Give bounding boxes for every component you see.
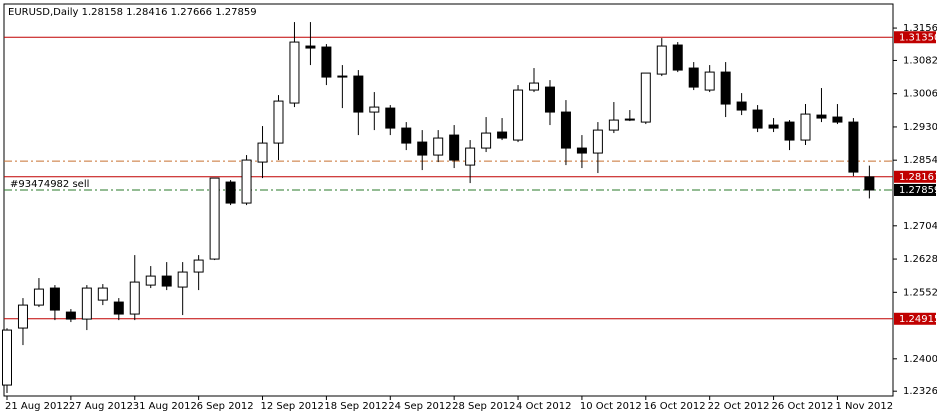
candle-body [369, 106, 380, 113]
price-tag [894, 170, 936, 183]
x-tick-label: 24 Sep 2012 [388, 401, 451, 412]
candle-body [113, 301, 124, 315]
x-tick-label: 22 Oct 2012 [708, 401, 770, 412]
chart-title: EURUSD,Daily 1.28158 1.28416 1.27666 1.2… [8, 7, 257, 18]
candle-body [592, 129, 603, 154]
candle-body [624, 118, 635, 121]
price-tag-label: 1.31350 [899, 32, 937, 43]
price-tag [894, 31, 936, 44]
y-tick-label: 1.29300 [903, 122, 937, 133]
x-tick-label: 12 Sep 2012 [261, 401, 324, 412]
x-tick-label: 10 Oct 2012 [580, 401, 642, 412]
candle-body [832, 116, 843, 123]
y-tick-label: 1.24000 [903, 354, 937, 365]
candle-body [688, 67, 699, 88]
price-tag-label: 1.27859 [899, 185, 937, 196]
x-tick-label: 26 Oct 2012 [772, 401, 834, 412]
candle-body [465, 147, 476, 166]
candle-body [193, 259, 204, 273]
candle-body [848, 121, 859, 173]
candle-body [97, 287, 108, 301]
x-tick-label: 21 Aug 2012 [5, 401, 69, 412]
candle-body [497, 131, 508, 139]
candle-body [401, 127, 412, 144]
y-tick-label: 1.27040 [903, 221, 937, 232]
candle-body [2, 329, 12, 386]
y-tick-label: 1.28540 [903, 155, 937, 166]
price-tag-label: 1.28161 [899, 172, 937, 183]
candle-body [720, 71, 731, 105]
y-tick-label: 1.26280 [903, 254, 937, 265]
candle-body [640, 72, 651, 123]
candle-body [337, 75, 348, 78]
x-tick-label: 1 Nov 2012 [835, 401, 893, 412]
candle-body [560, 111, 571, 149]
x-tick-label: 4 Oct 2012 [516, 401, 571, 412]
candle-body [305, 45, 316, 49]
candle-body [672, 44, 683, 71]
candle-body [81, 287, 92, 320]
candle-body [161, 275, 172, 287]
candle-body [225, 181, 236, 204]
x-tick-label: 31 Aug 2012 [133, 401, 197, 412]
candle-body [273, 100, 284, 144]
candle-body [257, 142, 268, 163]
candle-body [49, 287, 60, 311]
candle-body [417, 141, 428, 156]
candle-body [704, 71, 715, 91]
candle-body [433, 137, 444, 156]
candle-body [784, 121, 795, 141]
y-tick-label: 1.25520 [903, 287, 937, 298]
candle-body [129, 281, 140, 315]
candle-body [385, 107, 396, 129]
y-tick-label: 1.23260 [903, 386, 937, 397]
candle-body [800, 113, 811, 141]
price-tag-label: 1.24915 [899, 314, 937, 325]
candle-body [736, 101, 747, 111]
plot-frame [3, 3, 894, 397]
candle-body [321, 46, 332, 78]
candle-body [177, 271, 188, 288]
candle-body [544, 86, 555, 113]
candle-body [576, 147, 587, 154]
candle-body [768, 124, 779, 129]
candle-body [481, 132, 492, 149]
y-tick-label: 1.30060 [903, 89, 937, 100]
candle-body [33, 288, 44, 306]
x-tick-label: 16 Oct 2012 [644, 401, 706, 412]
level-annotation: #93474982 sell [10, 179, 89, 190]
candle-body [241, 159, 252, 204]
x-tick-label: 18 Sep 2012 [324, 401, 387, 412]
x-tick-label: 6 Sep 2012 [197, 401, 254, 412]
y-tick-label: 1.31560 [903, 23, 937, 34]
candle-body [289, 41, 300, 104]
candle-body [209, 177, 220, 260]
candle-body [513, 89, 524, 141]
price-tag [894, 312, 936, 325]
candle-body [608, 119, 619, 131]
candle-body [449, 134, 460, 161]
x-tick-label: 27 Aug 2012 [69, 401, 133, 412]
y-tick-label: 1.30820 [903, 55, 937, 66]
candle-body [145, 275, 156, 286]
candle-body [529, 82, 540, 91]
price-tag [894, 183, 936, 196]
x-tick-label: 28 Sep 2012 [452, 401, 515, 412]
candle-body [864, 176, 875, 191]
candle-body [65, 311, 76, 320]
candle-body [656, 45, 667, 75]
candle-body [816, 114, 827, 119]
candle-body [752, 109, 763, 129]
candle-body [17, 304, 28, 329]
candle-body [353, 75, 364, 113]
